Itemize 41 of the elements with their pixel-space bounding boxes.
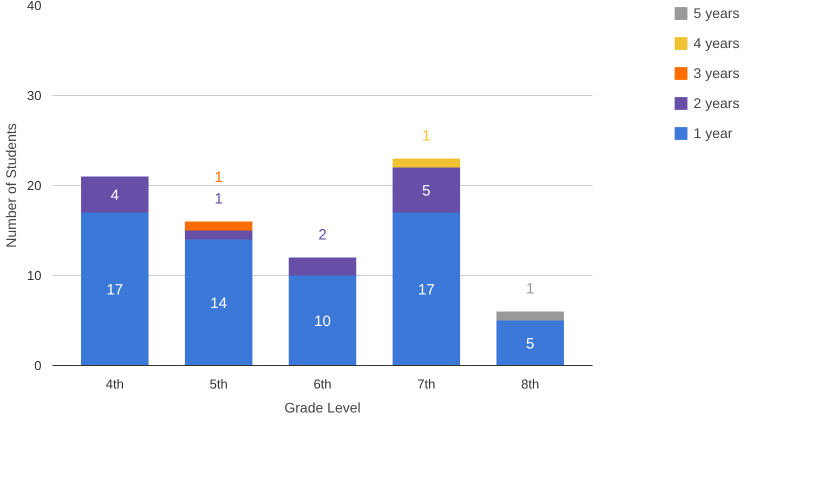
data-label: 17 (106, 282, 124, 298)
bar (81, 212, 149, 366)
x-tick-label: 7th (417, 376, 436, 392)
bar (496, 312, 564, 320)
data-label: 5 (422, 182, 431, 200)
x-tick-label: 4th (106, 376, 124, 392)
bar (392, 168, 460, 212)
legend-label: 1 year (694, 125, 732, 141)
bar (496, 320, 564, 366)
data-label: 4 (110, 187, 119, 204)
data-label: 1 (526, 280, 534, 298)
y-tick-label: 0 (34, 358, 42, 373)
data-label: 10 (314, 313, 331, 330)
bar (81, 176, 149, 212)
y-tick-label: 30 (27, 88, 42, 103)
y-tick-label: 20 (27, 178, 42, 193)
data-label: 1 (214, 190, 223, 208)
bar (184, 222, 252, 230)
data-label: 17 (418, 282, 435, 298)
bar (184, 240, 252, 366)
y-axis-title: Number of Students (3, 123, 20, 248)
x-axis-title: Grade Level (284, 400, 361, 416)
data-label: 1 (422, 128, 431, 145)
legend-label: 5 years (694, 5, 740, 21)
x-tick-label: 8th (521, 376, 540, 392)
data-label: 2 (318, 226, 327, 244)
x-tick-label: 6th (313, 376, 332, 392)
y-tick-label: 40 (27, 0, 42, 13)
bar (392, 212, 460, 366)
bar (288, 258, 356, 276)
x-tick-label: 5th (210, 376, 228, 392)
data-label: 5 (526, 336, 534, 352)
data-label: 14 (210, 295, 227, 312)
legend-label: 3 years (694, 65, 740, 81)
data-label: 1 (214, 169, 223, 186)
bar (392, 158, 460, 168)
bar (288, 276, 356, 366)
y-tick-label: 10 (27, 268, 42, 283)
legend-label: 2 years (694, 95, 740, 111)
legend-label: 4 years (694, 35, 740, 51)
bar (184, 230, 252, 240)
